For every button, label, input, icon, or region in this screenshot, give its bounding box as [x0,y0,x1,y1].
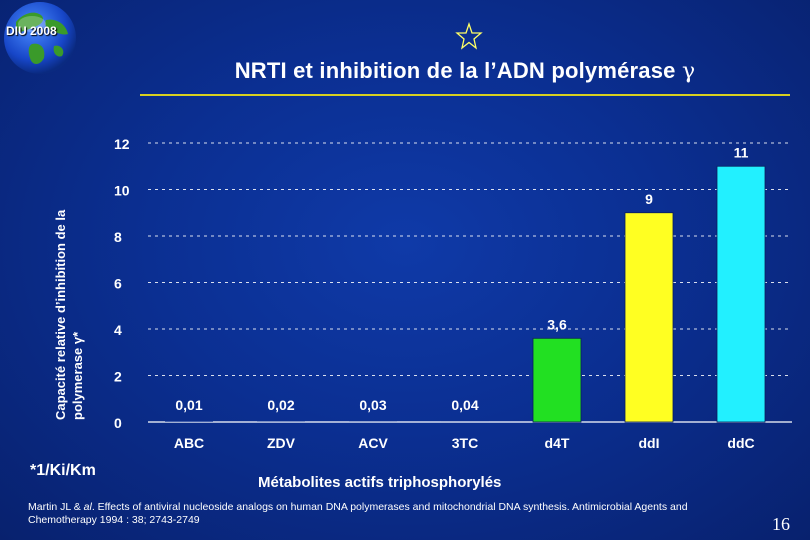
bar-d4t [532,337,582,423]
bar-3tc [441,420,489,422]
globe-logo-icon [4,2,76,74]
y-tick-label: 12 [114,136,130,152]
data-label: 0,01 [175,397,202,413]
citation: Martin JL & al. Effects of antiviral nuc… [28,501,798,527]
bar-zdv [257,420,305,422]
star-icon [455,22,483,50]
citation-line1-post: . Effects of antiviral nucleoside analog… [91,501,688,513]
data-label: 0,04 [451,397,478,413]
title-gamma-symbol: γ [681,59,696,84]
title-underline [140,94,790,96]
data-label: 9 [645,191,653,207]
title-text: NRTI et inhibition de la l’ADN polyméras… [234,58,676,83]
x-tick-label: ddC [727,435,754,451]
y-tick-label: 6 [114,276,122,292]
bar-abc [165,420,213,422]
y-tick-label: 10 [114,183,130,199]
data-label: 11 [734,144,749,160]
citation-line2: Chemotherapy 1994 : 38; 2743-2749 [28,514,200,526]
data-label: 3,6 [547,316,567,332]
y-tick-label: 4 [114,322,122,338]
bar-ddi [624,212,674,423]
x-tick-label: ABC [174,435,204,451]
bar-acv [349,420,397,422]
badge-label: DIU 2008 [6,24,57,38]
y-tick-label: 2 [114,369,122,385]
bar-ddc [716,165,766,423]
y-tick-label: 8 [114,229,122,245]
x-tick-label: 3TC [452,435,478,451]
citation-etal: al [83,501,92,513]
unit-note: *1/Ki/Km [30,462,96,479]
x-tick-label: ZDV [267,435,296,451]
x-tick-label: ACV [358,435,388,451]
x-tick-label: ddI [639,435,660,451]
x-axis-label: Métabolites actifs triphosphorylés [258,474,502,491]
data-label: 0,03 [359,397,386,413]
x-tick-label: d4T [545,435,570,451]
citation-line1-pre: Martin JL & [28,501,84,513]
page-title: NRTI et inhibition de la l’ADN polyméras… [120,58,810,84]
data-label: 0,02 [267,397,294,413]
page-number: 16 [772,514,790,534]
y-tick-label: 0 [114,415,122,431]
